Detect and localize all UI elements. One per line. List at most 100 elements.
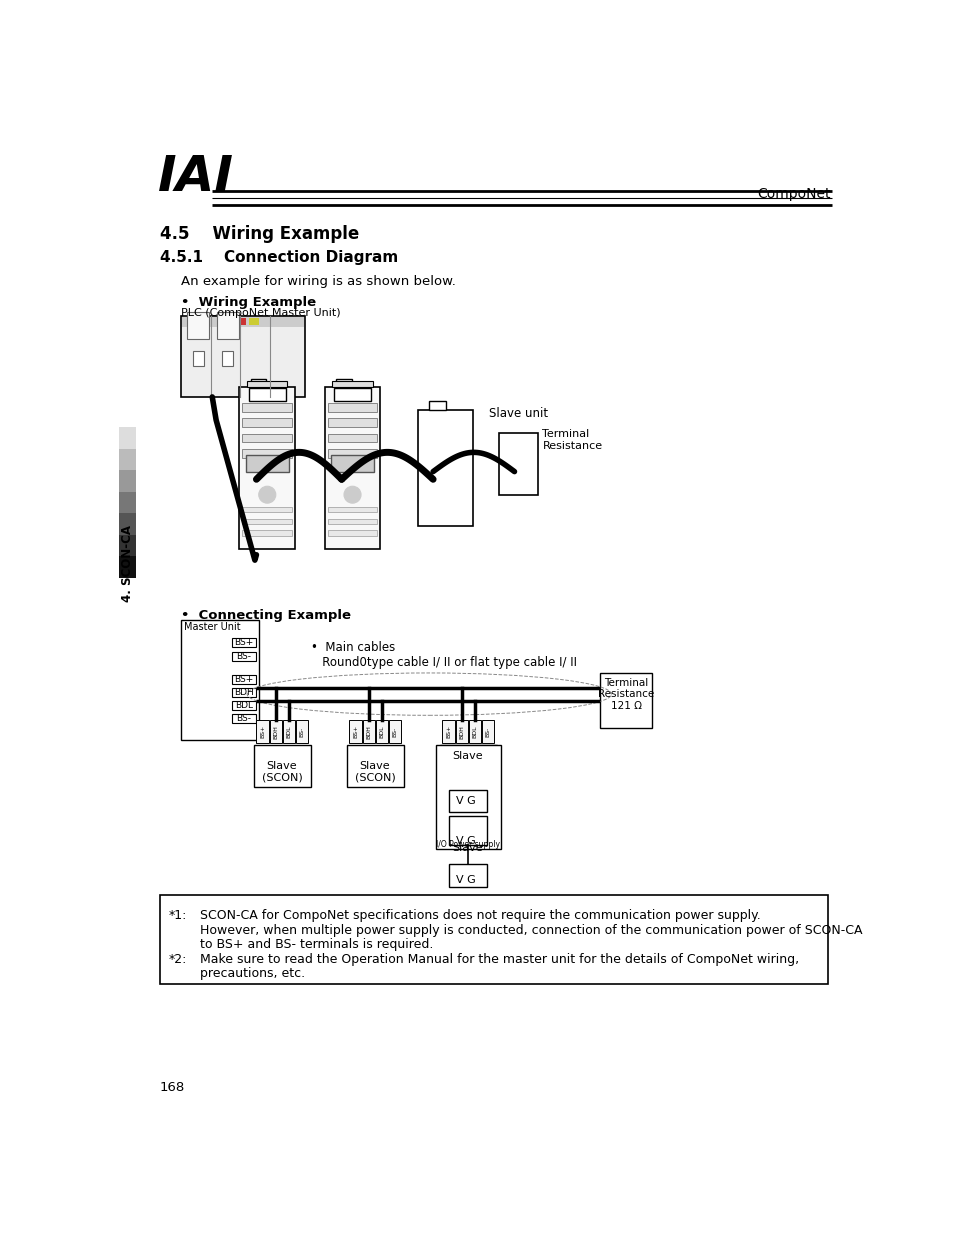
Bar	[375, 720, 388, 743]
Bar	[442, 720, 455, 743]
Bar	[282, 720, 294, 743]
Text: •  Wiring Example: • Wiring Example	[181, 296, 316, 309]
Bar	[187, 312, 209, 340]
Bar	[159, 895, 827, 983]
Bar	[119, 556, 136, 578]
Bar	[389, 720, 401, 743]
Text: However, when multiple power supply is conducted, connection of the communicatio: However, when multiple power supply is c…	[199, 924, 862, 936]
Bar	[328, 508, 377, 513]
Bar	[233, 674, 255, 684]
Text: •  Connecting Example: • Connecting Example	[181, 609, 351, 621]
Bar	[245, 454, 289, 472]
Bar	[332, 380, 373, 387]
Bar	[439, 745, 497, 787]
Text: BS+: BS+	[260, 725, 265, 739]
Text: I/O Power supply: I/O Power supply	[436, 841, 499, 850]
Bar	[236, 319, 246, 325]
Text: Slave: Slave	[453, 842, 483, 852]
Text: BS-: BS-	[299, 726, 304, 737]
Text: V G: V G	[456, 797, 475, 806]
Text: 168: 168	[159, 1082, 185, 1094]
Bar	[119, 535, 136, 556]
Text: BDL: BDL	[234, 701, 253, 710]
Text: BS+: BS+	[446, 725, 451, 739]
Bar	[328, 450, 377, 458]
Text: BDH: BDH	[233, 688, 253, 697]
Bar	[242, 419, 292, 427]
Text: 4.5    Wiring Example: 4.5 Wiring Example	[159, 225, 358, 243]
Text: *2:: *2:	[169, 953, 187, 966]
Bar	[242, 519, 292, 524]
Bar	[249, 319, 258, 325]
Bar	[233, 652, 255, 661]
Bar	[429, 401, 446, 410]
Bar	[239, 387, 294, 548]
Bar	[181, 620, 258, 740]
Text: An example for wiring is as shown below.: An example for wiring is as shown below.	[181, 275, 456, 288]
Text: Make sure to read the Operation Manual for the master unit for the details of Co: Make sure to read the Operation Manual f…	[199, 953, 798, 966]
Text: BS+: BS+	[234, 638, 253, 647]
Bar	[233, 688, 255, 698]
Bar	[242, 508, 292, 513]
Bar	[334, 389, 371, 401]
Bar	[324, 387, 380, 548]
Text: SCON-CA for CompoNet specifications does not require the communication power sup: SCON-CA for CompoNet specifications does…	[199, 909, 760, 923]
Bar	[347, 745, 403, 787]
Text: BS-: BS-	[236, 652, 252, 661]
Text: BS-: BS-	[485, 726, 490, 737]
Bar	[362, 720, 375, 743]
Text: Terminal
Resistance
121 Ω: Terminal Resistance 121 Ω	[598, 678, 654, 710]
Bar	[328, 419, 377, 427]
Circle shape	[258, 487, 275, 503]
Text: Slave: Slave	[453, 751, 483, 761]
Text: IAI: IAI	[158, 153, 233, 200]
Bar	[233, 714, 255, 724]
Bar	[448, 816, 487, 845]
Bar	[253, 745, 311, 787]
Bar	[498, 433, 537, 495]
Bar	[181, 316, 305, 396]
Text: BS-: BS-	[393, 726, 397, 737]
Bar	[328, 530, 377, 536]
Bar	[242, 450, 292, 458]
Text: Slave unit: Slave unit	[488, 406, 547, 420]
Text: BDH: BDH	[273, 725, 278, 739]
Bar	[349, 720, 361, 743]
Text: PLC (CompoNet Master Unit): PLC (CompoNet Master Unit)	[181, 308, 340, 317]
Bar	[119, 514, 136, 535]
Bar	[468, 720, 480, 743]
Bar	[182, 317, 304, 327]
Bar	[242, 530, 292, 536]
Bar	[335, 379, 352, 387]
Bar	[222, 351, 233, 366]
Bar	[242, 403, 292, 411]
Bar	[119, 448, 136, 471]
Text: V G: V G	[456, 874, 475, 884]
Bar	[481, 720, 494, 743]
Bar	[295, 720, 308, 743]
Text: V G: V G	[456, 836, 475, 846]
Bar	[119, 471, 136, 492]
Bar	[328, 433, 377, 442]
Text: precautions, etc.: precautions, etc.	[199, 967, 305, 981]
Text: CompoNet: CompoNet	[757, 188, 830, 201]
Bar	[417, 410, 473, 526]
Bar	[233, 701, 255, 710]
Bar	[328, 519, 377, 524]
Bar	[331, 454, 374, 472]
Text: BDL: BDL	[286, 725, 292, 739]
Bar	[456, 720, 468, 743]
Text: Slave
(SCON): Slave (SCON)	[355, 761, 395, 783]
Text: to BS+ and BS- terminals is required.: to BS+ and BS- terminals is required.	[199, 939, 433, 951]
Bar	[216, 312, 238, 340]
Bar	[193, 351, 204, 366]
Text: BDH: BDH	[458, 725, 464, 739]
Bar	[436, 745, 500, 848]
Text: Slave
(SCON): Slave (SCON)	[261, 761, 302, 783]
Bar	[249, 389, 286, 401]
Text: BS+: BS+	[234, 676, 253, 684]
Text: 4.5.1    Connection Diagram: 4.5.1 Connection Diagram	[159, 249, 397, 264]
Text: BDL: BDL	[379, 725, 384, 739]
Bar	[599, 673, 652, 727]
Bar	[328, 403, 377, 411]
